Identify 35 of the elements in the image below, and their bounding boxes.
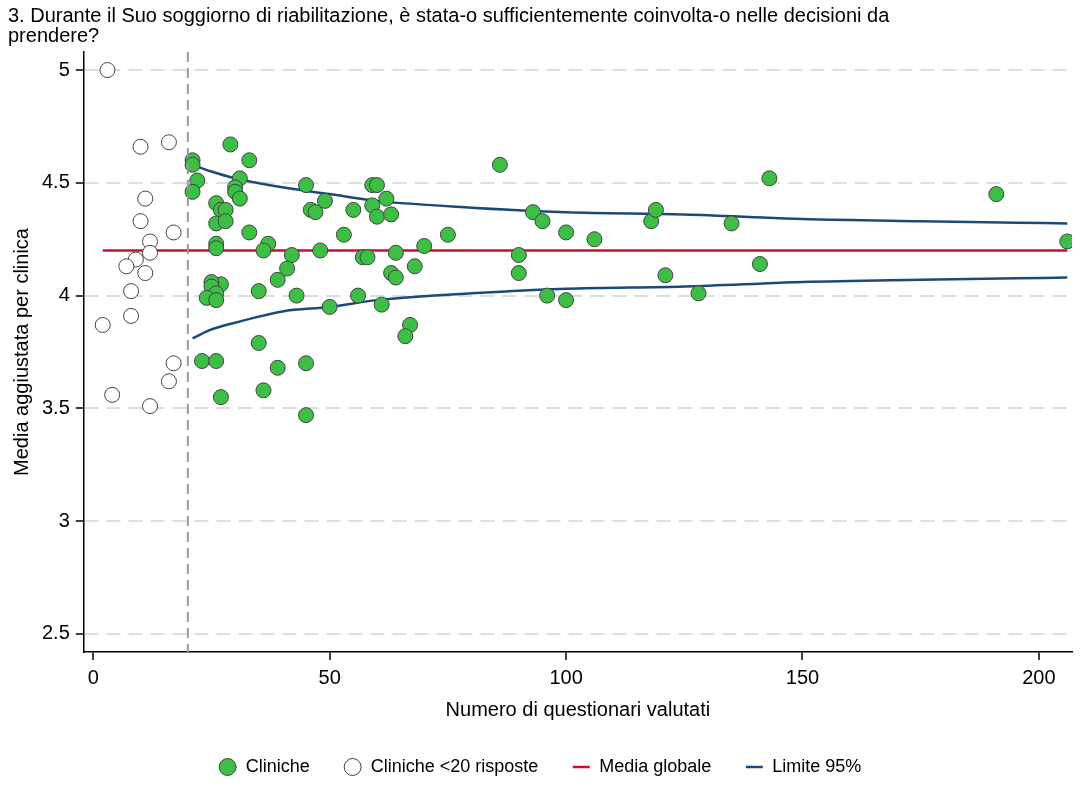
line-series [191,276,1069,340]
point [123,307,140,324]
point [104,386,121,403]
y-tick-label: 4 [58,283,70,306]
legend-label: Cliniche [245,755,310,776]
x-axis-title: Numero di questionari valutati [445,697,711,720]
point [165,224,182,241]
point [160,134,177,151]
y-tick-label: 5 [58,57,70,80]
y-tick-label: 2.5 [41,621,70,644]
point [99,62,116,79]
point [137,265,154,282]
point [142,398,158,415]
y-tick-label: 3 [58,508,70,531]
y-axis-title: Media aggiustata per clinica [9,227,32,476]
x-tick-label: 200 [1022,665,1056,688]
point [137,190,154,207]
point [123,283,140,300]
x-tick-label: 100 [549,665,583,688]
chart-title: 3. Durante il Suo soggiorno di riabilitazione, è stata-o sufficientemente coinvolta-o nelle decisioni da prendere? [8,3,891,46]
legend-label: Cliniche <20 risposte [370,755,539,776]
point [118,258,135,275]
point [94,316,111,333]
point [165,355,182,372]
x-tick-label: 150 [785,665,820,688]
y-tick-label: 4.5 [41,170,70,193]
point [132,213,149,230]
point [160,373,177,390]
x-tick-label: 0 [87,665,99,688]
legend-label: Limite 95% [772,755,862,776]
point [142,244,158,261]
x-tick-label: 50 [318,665,341,688]
y-tick-label: 3.5 [41,395,70,418]
point [132,138,149,155]
legend-label: Media globale [599,755,712,776]
